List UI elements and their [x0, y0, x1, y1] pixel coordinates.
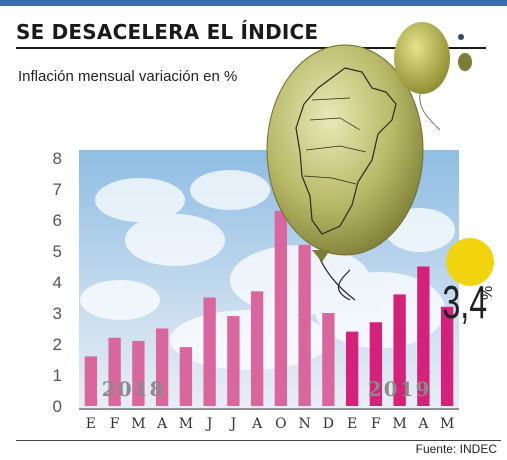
y-tick-label: 6: [53, 211, 62, 230]
source-note: Fuente: INDEC: [415, 442, 497, 456]
bar: [84, 356, 98, 406]
bar: [369, 322, 383, 406]
x-tick-label: J: [229, 416, 237, 432]
y-tick-label: 1: [53, 366, 62, 385]
highlight-value: 3,4: [442, 277, 487, 328]
year-label: 2019: [368, 377, 432, 401]
bar: [132, 340, 145, 406]
bar: [203, 297, 216, 406]
title-underline: [16, 47, 486, 49]
year-labels: 2018 2019: [102, 377, 432, 401]
bar: [417, 266, 430, 406]
y-tick-label: 3: [53, 304, 62, 323]
x-tick-label: M: [179, 416, 193, 432]
chart-subtitle: Inflación mensual variación en %: [18, 68, 238, 85]
year-label: 2018: [102, 377, 166, 401]
bar: [108, 337, 121, 406]
x-tick-label: J: [205, 416, 213, 432]
x-tick-label: M: [392, 416, 406, 432]
x-tick-label: A: [417, 416, 429, 432]
bar: [298, 244, 311, 406]
y-tick-label: 2: [53, 335, 62, 354]
highlight-unit: %: [479, 286, 496, 300]
y-tick-label: 8: [53, 149, 62, 168]
bar: [179, 347, 193, 406]
x-tick-label: A: [251, 416, 263, 432]
x-tick-label: E: [347, 416, 357, 432]
balloon-icon: [266, 44, 424, 301]
y-tick-label: 4: [53, 273, 62, 292]
top-accent-bar: [0, 0, 507, 6]
x-tick-label: E: [86, 416, 96, 432]
x-tick-label: D: [323, 416, 334, 432]
x-tick-label: N: [299, 416, 311, 432]
bar: [393, 294, 406, 406]
x-tick-label: A: [156, 416, 168, 432]
bar: [155, 328, 169, 406]
bar: [345, 331, 359, 406]
y-tick-label: 0: [53, 397, 62, 416]
bar: [440, 306, 454, 406]
bottom-rule: [16, 440, 501, 441]
bar: [250, 291, 264, 406]
y-tick-label: 7: [53, 180, 62, 199]
small-balloon-icon: [394, 22, 472, 131]
x-tick-label: M: [440, 416, 454, 432]
chart-title: SE DESACELERA EL ÍNDICE: [16, 20, 319, 44]
y-tick-label: 5: [53, 242, 62, 261]
x-tick-label: F: [110, 416, 120, 432]
x-tick-label: O: [275, 416, 286, 432]
bars: [84, 210, 454, 406]
y-axis: 0 1 2 3 4 5 6 7 8: [53, 149, 62, 416]
sun-icon: [446, 238, 494, 286]
bar: [274, 210, 288, 406]
bar: [227, 316, 240, 406]
x-tick-label: F: [371, 416, 381, 432]
x-tick-label: M: [131, 416, 145, 432]
bar: [322, 313, 335, 406]
